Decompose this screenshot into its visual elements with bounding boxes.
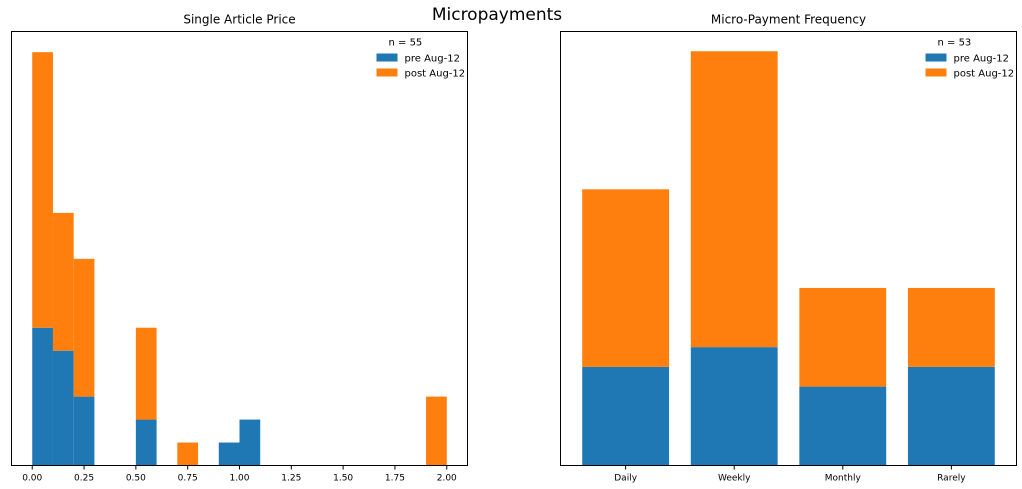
bar-post-bin-7 [177, 442, 199, 466]
legend-swatch-1-0 [925, 53, 947, 62]
bar-post-bin-5 [135, 327, 157, 420]
legend-swatch-0-1 [376, 68, 398, 77]
legend-swatch-0-0 [376, 53, 398, 62]
legend-swatch-1-1 [925, 68, 947, 77]
bar-pre-daily [582, 366, 670, 466]
bar-post-bin-19 [426, 396, 447, 466]
x-tick-label-4: 1.00 [229, 474, 249, 484]
bar-pre-rarely [907, 366, 995, 466]
legend-label-0-0: pre Aug-12 [405, 54, 460, 65]
bar-pre-bin-1 [52, 350, 74, 466]
bar-pre-bin-10 [239, 419, 261, 466]
category-label-monthly: Monthly [825, 474, 862, 484]
bar-pre-bin-5 [135, 419, 157, 466]
bar-pre-bin-9 [218, 442, 240, 466]
x-tick-label-0: 0.00 [22, 474, 42, 484]
legend-title-1: n = 53 [938, 38, 972, 49]
bar-pre-bin-2 [73, 396, 95, 466]
legend-title-0: n = 55 [389, 38, 423, 49]
category-label-rarely: Rarely [937, 474, 966, 484]
legend-label-1-0: pre Aug-12 [954, 54, 1009, 65]
category-label-weekly: Weekly [718, 474, 751, 484]
x-tick-label-1: 0.25 [74, 474, 94, 484]
bar-post-bin-1 [52, 212, 74, 351]
figure-title: Micropayments [431, 5, 563, 25]
x-tick-label-7: 1.75 [385, 474, 405, 484]
bar-post-bin-0 [32, 52, 53, 328]
bar-chart-micro-payment-frequency: Micro-Payment Frequency Daily Weekly Monthl… [560, 13, 1017, 484]
category-label-daily: Daily [614, 474, 637, 484]
histogram-single-article-price: Single Article Price 0.00 0.25 0.50 0.75 1.00… [11, 13, 468, 484]
x-tick-label-3: 0.75 [178, 474, 198, 484]
bar-post-monthly [799, 287, 887, 387]
legend-label-0-1: post Aug-12 [405, 69, 466, 80]
axes-frame-1 [560, 31, 1017, 466]
x-tick-label-8: 2.00 [437, 474, 457, 484]
x-tick-label-2: 0.50 [126, 474, 146, 484]
bar-post-daily [582, 189, 670, 367]
legend-label-1-1: post Aug-12 [954, 69, 1015, 80]
bar-pre-monthly [799, 386, 887, 466]
bar-post-weekly [690, 51, 778, 348]
x-tick-label-6: 1.50 [333, 474, 353, 484]
x-tick-label-5: 1.25 [281, 474, 301, 484]
subplot-title-micro-payment-frequency: Micro-Payment Frequency [711, 13, 866, 27]
subplot-title-single-article-price: Single Article Price [183, 13, 295, 27]
bar-pre-weekly [690, 347, 778, 466]
bar-pre-bin-0 [32, 327, 53, 466]
bar-post-rarely [907, 287, 995, 367]
bar-post-bin-2 [73, 258, 95, 397]
